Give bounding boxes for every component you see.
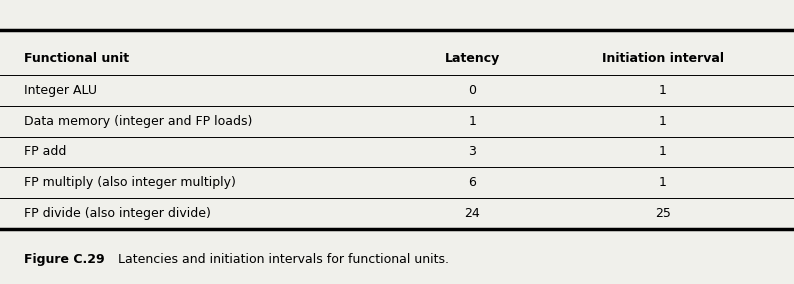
- Text: 1: 1: [659, 176, 667, 189]
- Text: 1: 1: [659, 115, 667, 128]
- Text: Figure C.29: Figure C.29: [24, 253, 105, 266]
- Text: Latencies and initiation intervals for functional units.: Latencies and initiation intervals for f…: [118, 253, 449, 266]
- Text: 6: 6: [468, 176, 476, 189]
- Text: 1: 1: [659, 84, 667, 97]
- Text: Initiation interval: Initiation interval: [602, 52, 724, 65]
- Text: Integer ALU: Integer ALU: [24, 84, 97, 97]
- Text: FP multiply (also integer multiply): FP multiply (also integer multiply): [24, 176, 236, 189]
- Text: 3: 3: [468, 145, 476, 158]
- Text: 1: 1: [659, 145, 667, 158]
- Text: Latency: Latency: [445, 52, 500, 65]
- Text: 24: 24: [464, 207, 480, 220]
- Text: FP add: FP add: [24, 145, 66, 158]
- Text: FP divide (also integer divide): FP divide (also integer divide): [24, 207, 210, 220]
- Text: Data memory (integer and FP loads): Data memory (integer and FP loads): [24, 115, 252, 128]
- Text: 25: 25: [655, 207, 671, 220]
- Text: 0: 0: [468, 84, 476, 97]
- Text: 1: 1: [468, 115, 476, 128]
- Text: Functional unit: Functional unit: [24, 52, 129, 65]
